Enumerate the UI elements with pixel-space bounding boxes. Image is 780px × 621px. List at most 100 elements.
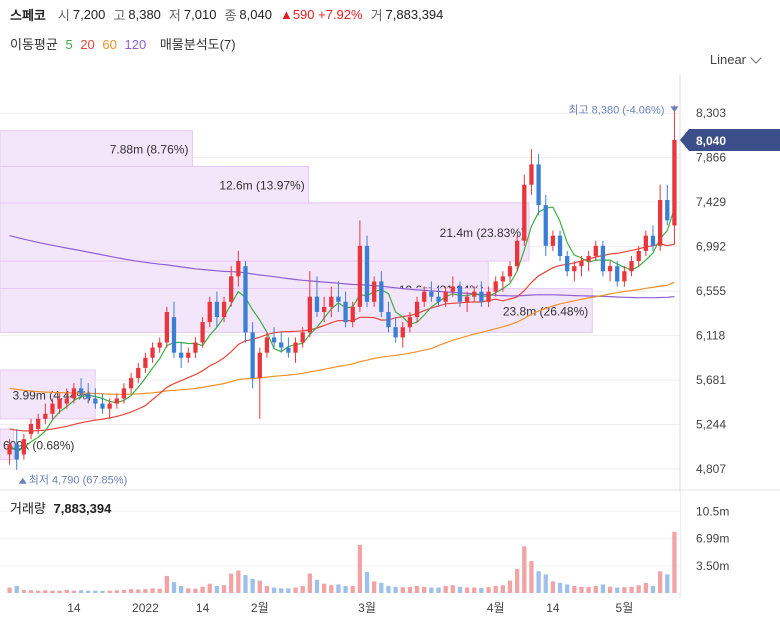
candle-body	[429, 291, 434, 297]
min-price-label: 최저 4,790 (67.85%)	[29, 474, 128, 487]
volume-bar	[507, 580, 513, 593]
candle-body	[665, 200, 670, 221]
candle-body	[600, 245, 606, 272]
volume-bar	[121, 589, 127, 593]
volume-bar	[557, 582, 563, 593]
volume-tick-label: 10.5m	[696, 504, 729, 518]
volume-profile-label: 23.8m (26.48%)	[503, 304, 588, 318]
candle-body	[550, 235, 556, 246]
candle-body	[579, 261, 584, 267]
volume-bar	[429, 587, 434, 593]
volume-bar	[643, 582, 648, 593]
volume-label: 거	[370, 7, 383, 23]
candle-body	[207, 301, 212, 323]
moving-average-legend[interactable]: 이동평균 5 20 60 120 매물분석도(7)	[10, 34, 240, 53]
volume-bar	[336, 584, 341, 593]
volume-bar	[493, 586, 498, 593]
volume-bar	[586, 586, 591, 593]
volume-value: 7,883,394	[385, 6, 444, 22]
volume-bar	[307, 573, 312, 593]
volume-bar	[186, 588, 191, 593]
candle-body	[250, 332, 255, 379]
y-tick-label: 6,992	[696, 240, 726, 254]
volume-bar	[400, 587, 405, 593]
candle-body	[300, 332, 305, 343]
candle-body	[636, 250, 641, 262]
candle-body	[171, 317, 177, 353]
high-label: 고	[113, 7, 126, 23]
candle-body	[21, 439, 27, 455]
current-price-label: 8,040	[696, 134, 726, 148]
candle-body	[350, 306, 355, 323]
volume-bar	[607, 586, 613, 593]
scale-selector[interactable]: Linear	[710, 51, 762, 67]
volume-bar	[650, 586, 656, 593]
volume-bar	[665, 574, 670, 593]
volume-bar	[622, 587, 627, 593]
volume-bar	[615, 587, 620, 593]
stock-name[interactable]: 스페코	[10, 7, 46, 23]
volume-bar	[472, 587, 477, 593]
volume-analysis-toggle[interactable]: 매물분석도(7)	[159, 37, 236, 52]
volume-bar	[515, 568, 520, 593]
ma-60[interactable]: 60	[102, 37, 117, 52]
volume-bar	[629, 586, 634, 593]
volume-bar	[393, 586, 398, 593]
x-tick-label: 5월	[616, 601, 634, 615]
volume-bar	[264, 586, 270, 593]
candle-body	[593, 245, 598, 256]
candle-body	[164, 311, 169, 343]
volume-bar	[57, 590, 62, 593]
volume-profile-bar	[0, 130, 193, 167]
volume-panel-title: 거래량 7,883,394	[10, 498, 111, 517]
volume-title-value: 7,883,394	[53, 501, 112, 516]
volume-bar	[171, 582, 177, 593]
x-tick-label: 2022	[132, 601, 159, 615]
volume-bar	[164, 575, 169, 593]
current-price-tag	[680, 128, 780, 151]
candle-body	[243, 266, 248, 333]
volume-bar	[136, 589, 141, 593]
volume-bar	[36, 590, 41, 593]
volume-bar	[21, 589, 27, 593]
volume-bar	[100, 590, 105, 593]
volume-bar	[28, 590, 34, 593]
volume-profile-label: 609k (0.68%)	[3, 438, 74, 452]
volume-bar	[229, 573, 234, 593]
volume-bar	[243, 575, 248, 593]
candle-body	[107, 403, 112, 409]
candle-body	[357, 245, 363, 307]
candle-body	[486, 291, 491, 302]
volume-bar	[257, 580, 262, 593]
open-label: 시	[57, 7, 70, 23]
candle-body	[186, 352, 191, 358]
min-marker-icon	[18, 477, 27, 484]
volume-bar	[436, 587, 441, 593]
candle-body	[307, 296, 312, 333]
y-tick-label: 7,866	[696, 151, 726, 165]
candle-body	[650, 235, 656, 246]
candle-body	[43, 413, 48, 419]
candle-body	[493, 281, 498, 292]
candle-body	[271, 337, 277, 343]
volume-bar	[293, 587, 298, 593]
volume-bar	[78, 590, 84, 593]
candle-body	[629, 261, 634, 272]
ma-20[interactable]: 20	[80, 37, 95, 52]
ma-120[interactable]: 120	[124, 37, 147, 52]
y-tick-label: 5,244	[696, 418, 726, 432]
volume-profile-bar	[0, 202, 530, 262]
volume-bar	[407, 586, 413, 593]
volume-profile-label: 7.88m (8.76%)	[110, 143, 189, 157]
x-tick-label: 14	[196, 601, 210, 615]
volume-profile-bar	[0, 288, 593, 333]
volume-bar	[114, 590, 119, 593]
candle-body	[657, 200, 663, 246]
y-tick-label: 6,118	[696, 329, 725, 343]
ma-5[interactable]: 5	[65, 37, 73, 52]
volume-bar	[50, 590, 55, 593]
candle-body	[565, 255, 570, 272]
high-value: 8,380	[128, 6, 161, 22]
volume-bar	[43, 590, 48, 593]
